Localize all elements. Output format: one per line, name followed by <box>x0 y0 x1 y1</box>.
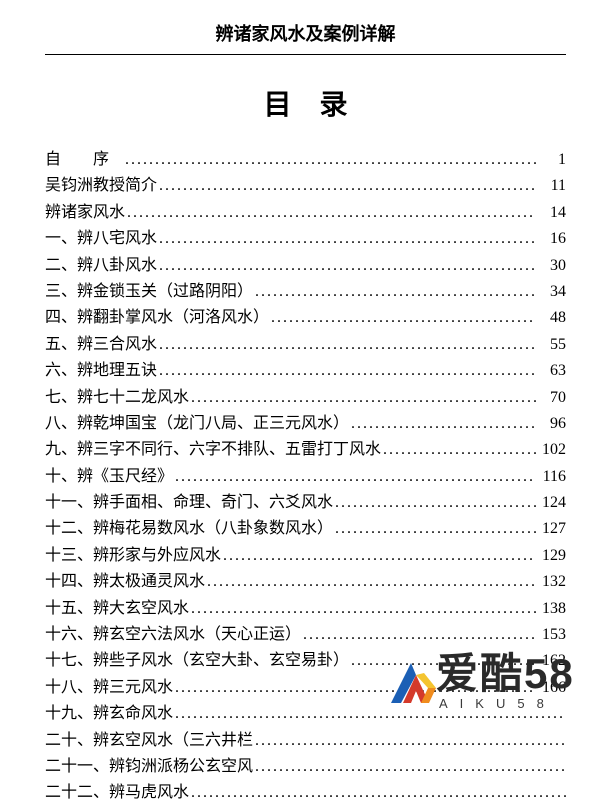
toc-leader-dots <box>333 490 536 516</box>
toc-entry: 自 序 1 <box>45 147 566 173</box>
toc-leader-dots <box>349 411 536 437</box>
toc-entry: 十一、辨手面相、命理、奇门、六爻风水 124 <box>45 490 566 516</box>
toc-entry-label: 九、辨三字不同行、六字不排队、五雷打丁风水 <box>45 437 381 463</box>
toc-entry-page: 102 <box>536 437 566 463</box>
toc-entry-label: 二十二、辨马虎风水 <box>45 780 189 806</box>
toc-entry-label: 吴钧洲教授简介 <box>45 173 157 199</box>
toc-entry-label: 十四、辨太极通灵风水 <box>45 569 205 595</box>
toc-entry-label: 二、辨八卦风水 <box>45 253 157 279</box>
toc-entry: 一、辨八宅风水 16 <box>45 226 566 252</box>
toc-leader-dots <box>269 305 536 331</box>
toc-entry: 三、辨金锁玉关（过路阴阳） 34 <box>45 279 566 305</box>
watermark-logo-icon <box>381 653 441 713</box>
toc-leader-dots <box>221 543 536 569</box>
toc-entry: 九、辨三字不同行、六字不排队、五雷打丁风水 102 <box>45 437 566 463</box>
toc-entry-label: 十八、辨三元风水 <box>45 675 173 701</box>
toc-entry: 四、辨翻卦掌风水（河洛风水） 48 <box>45 305 566 331</box>
toc-leader-dots <box>189 596 536 622</box>
toc-entry-page: 96 <box>536 411 566 437</box>
toc-entry-page: 16 <box>536 226 566 252</box>
toc-leader-dots <box>253 279 536 305</box>
toc-entry-label: 十九、辨玄命风水 <box>45 701 173 727</box>
toc-leader-dots <box>189 385 536 411</box>
toc-entry-page: 30 <box>536 253 566 279</box>
toc-entry: 吴钧洲教授简介 11 <box>45 173 566 199</box>
toc-leader-dots <box>157 332 536 358</box>
toc-entry-label: 十一、辨手面相、命理、奇门、六爻风水 <box>45 490 333 516</box>
toc-leader-dots <box>157 173 536 199</box>
toc-leader-dots <box>189 780 566 806</box>
toc-entry-page: 34 <box>536 279 566 305</box>
toc-entry-label: 十三、辨形家与外应风水 <box>45 543 221 569</box>
toc-entry-page: 70 <box>536 385 566 411</box>
toc-entry-page: 124 <box>536 490 566 516</box>
toc-entry: 七、辨七十二龙风水 70 <box>45 385 566 411</box>
toc-entry-page: 132 <box>536 569 566 595</box>
toc-entry: 十二、辨梅花易数风水（八卦象数风水） 127 <box>45 516 566 542</box>
toc-entry-label: 四、辨翻卦掌风水（河洛风水） <box>45 305 269 331</box>
toc-leader-dots <box>381 437 536 463</box>
toc-entry-label: 二十、辨玄空风水（三六井栏 <box>45 728 253 754</box>
toc-leader-dots <box>157 253 536 279</box>
toc-leader-dots <box>173 464 536 490</box>
toc-entry: 二十二、辨马虎风水 <box>45 780 566 806</box>
toc-entry: 六、辨地理五诀 63 <box>45 358 566 384</box>
toc-entry-page: 1 <box>536 147 566 173</box>
toc-entry-page: 63 <box>536 358 566 384</box>
toc-entry: 辨诸家风水 14 <box>45 200 566 226</box>
toc-entry-label: 六、辨地理五诀 <box>45 358 157 384</box>
toc-entry-page: 116 <box>536 464 566 490</box>
toc-leader-dots <box>205 569 536 595</box>
toc-entry: 五、辨三合风水 55 <box>45 332 566 358</box>
header-title: 辨诸家风水及案例详解 <box>45 20 566 54</box>
toc-entry-page: 48 <box>536 305 566 331</box>
toc-entry-label: 十五、辨大玄空风水 <box>45 596 189 622</box>
toc-entry: 二、辨八卦风水 30 <box>45 253 566 279</box>
toc-entry-label: 十六、辨玄空六法风水（天心正运） <box>45 622 301 648</box>
toc-entry-label: 十、辨《玉尺经》 <box>45 464 173 490</box>
watermark-main-text: 爱酷58 <box>436 640 575 701</box>
toc-entry-label: 自 序 <box>45 147 123 173</box>
toc-leader-dots <box>123 147 536 173</box>
toc-leader-dots <box>157 226 536 252</box>
watermark: 爱酷58 AIKU58 <box>381 648 601 738</box>
toc-leader-dots <box>125 200 536 226</box>
toc-entry-label: 七、辨七十二龙风水 <box>45 385 189 411</box>
toc-entry-label: 一、辨八宅风水 <box>45 226 157 252</box>
toc-heading: 目录 <box>45 83 566 123</box>
toc-entry-label: 十二、辨梅花易数风水（八卦象数风水） <box>45 516 333 542</box>
toc-entry-page: 11 <box>536 173 566 199</box>
toc-entry-label: 三、辨金锁玉关（过路阴阳） <box>45 279 253 305</box>
toc-entry-page: 138 <box>536 596 566 622</box>
toc-entry: 十三、辨形家与外应风水 129 <box>45 543 566 569</box>
toc-entry-label: 十七、辨些子风水（玄空大卦、玄空易卦） <box>45 648 349 674</box>
header-rule <box>45 54 566 55</box>
toc-entry-page: 55 <box>536 332 566 358</box>
watermark-sub-text: AIKU58 <box>439 696 556 711</box>
toc-entry-page: 127 <box>536 516 566 542</box>
toc-entry-page: 129 <box>536 543 566 569</box>
toc-entry-page: 14 <box>536 200 566 226</box>
toc-entry-label: 八、辨乾坤国宝（龙门八局、正三元风水） <box>45 411 349 437</box>
toc-entry: 八、辨乾坤国宝（龙门八局、正三元风水） 96 <box>45 411 566 437</box>
toc-leader-dots <box>333 516 536 542</box>
toc-leader-dots <box>157 358 536 384</box>
toc-entry-label: 辨诸家风水 <box>45 200 125 226</box>
toc-entry: 十五、辨大玄空风水 138 <box>45 596 566 622</box>
toc-entry-label: 五、辨三合风水 <box>45 332 157 358</box>
toc-entry: 十、辨《玉尺经》 116 <box>45 464 566 490</box>
toc-entry: 十四、辨太极通灵风水 132 <box>45 569 566 595</box>
